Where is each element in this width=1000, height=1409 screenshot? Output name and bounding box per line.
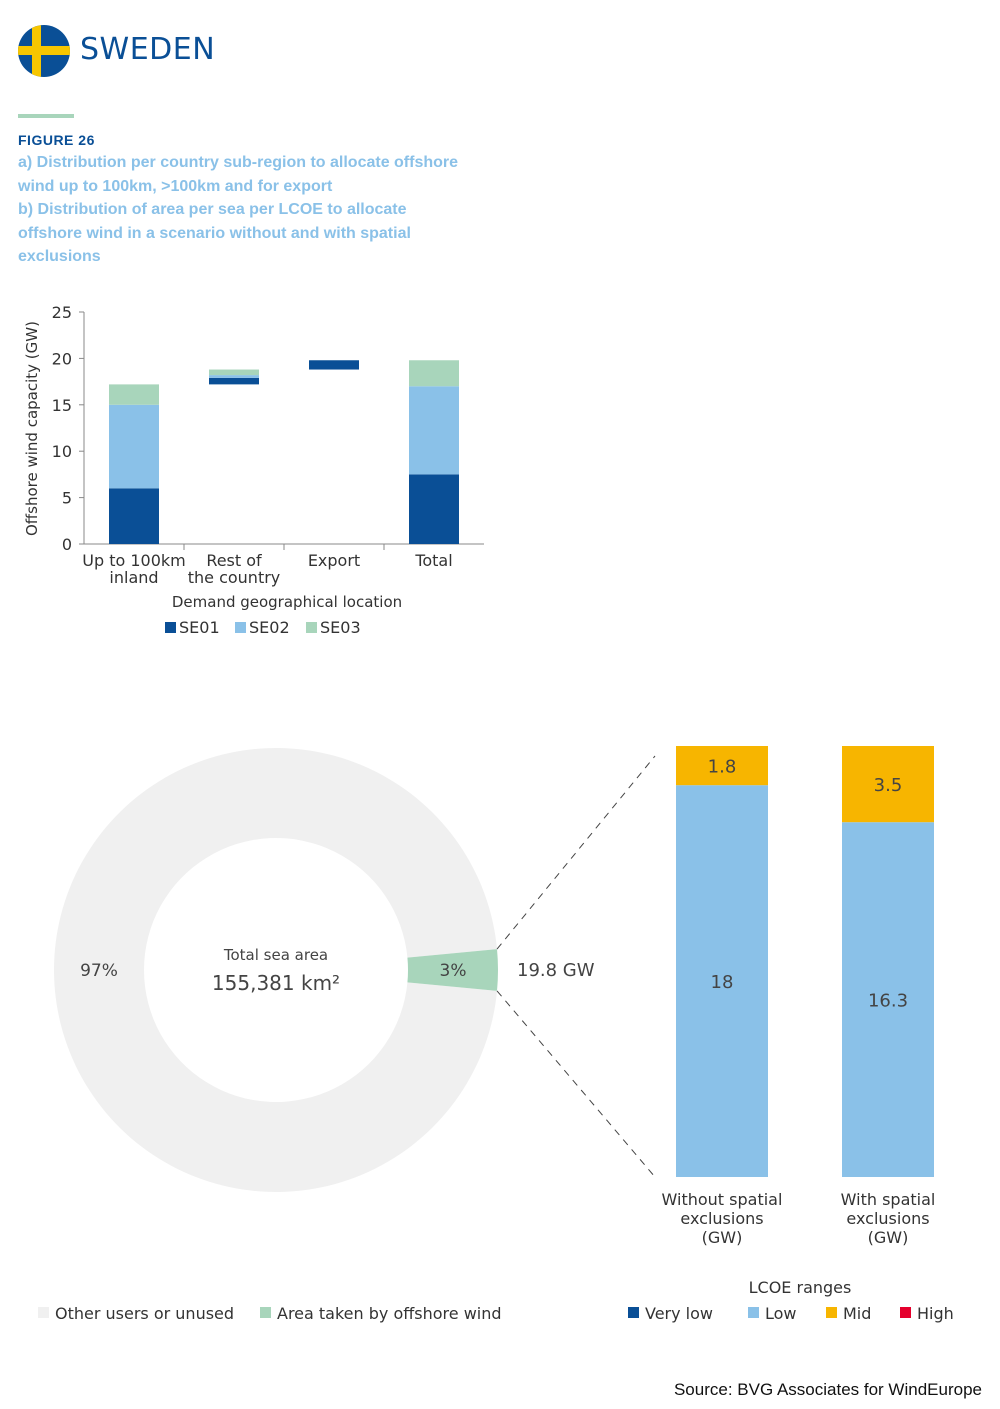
bar-segment-mid (676, 746, 768, 786)
legend-swatch (235, 622, 246, 633)
connector-line (496, 755, 656, 950)
bar-segment-low (676, 785, 768, 1177)
y-tick-label: 0 (62, 535, 72, 554)
y-tick-label: 5 (62, 489, 72, 508)
x-tick-label: Rest of (206, 551, 262, 570)
page-title: SWEDEN (80, 32, 216, 67)
donut-slice-offshore-wind (407, 949, 499, 991)
x-tick-label: (GW) (702, 1228, 743, 1247)
x-tick-label: Up to 100km (82, 551, 186, 570)
legend-swatch (826, 1307, 837, 1318)
x-tick-label: Total (414, 551, 452, 570)
donut-callout: 19.8 GW (517, 960, 595, 981)
bar-se01 (209, 377, 259, 385)
x-tick-label: With spatial (841, 1190, 936, 1209)
x-tick-label: Without spatial (662, 1190, 783, 1209)
caption-line: wind up to 100km, >100km and for export (18, 178, 333, 195)
x-tick-label: exclusions (680, 1209, 763, 1228)
bar-value-label: 18 (711, 972, 734, 993)
bar-se01 (109, 488, 159, 544)
legend-swatch (900, 1307, 911, 1318)
legend-swatch (306, 622, 317, 633)
bar-se01 (309, 360, 359, 370)
y-tick-label: 10 (52, 442, 72, 461)
source-note: Source: BVG Associates for WindEurope (673, 1380, 982, 1399)
bar-se03 (409, 360, 459, 387)
bar-se02 (409, 386, 459, 475)
y-tick-label: 20 (52, 349, 72, 368)
y-tick-label: 15 (52, 396, 72, 415)
legend-swatch (748, 1307, 759, 1318)
legend-label: SE01 (179, 618, 220, 637)
x-tick-label: (GW) (868, 1228, 909, 1247)
legend-label: SE02 (249, 618, 290, 637)
legend-swatch (165, 622, 176, 633)
y-tick-label: 25 (52, 303, 72, 322)
x-axis-label: Demand geographical location (172, 593, 402, 611)
bar-se02 (209, 375, 259, 378)
bar-se03 (109, 384, 159, 405)
caption-line: offshore wind in a scenario without and … (18, 225, 411, 242)
bar-value-label: 1.8 (708, 757, 737, 778)
bar-segment-mid (842, 746, 934, 823)
bar-se02 (109, 404, 159, 489)
legend-label: SE03 (320, 618, 361, 637)
legend-label: Very low (645, 1304, 713, 1323)
donut-label-offshore-wind: 3% (440, 961, 467, 981)
title-divider (18, 114, 74, 118)
bar-value-label: 3.5 (874, 775, 903, 796)
x-tick-label: exclusions (846, 1209, 929, 1228)
legend-swatch (260, 1307, 271, 1318)
donut-center-label: Total sea area (223, 946, 328, 964)
legend-label: Other users or unused (55, 1304, 234, 1323)
bar-segment-low (842, 822, 934, 1177)
legend-label: High (917, 1304, 954, 1323)
x-tick-label: Export (308, 551, 360, 570)
legend-label: Mid (843, 1304, 871, 1323)
figure-label: FIGURE 26 (18, 132, 95, 148)
sea-area-chart: 97% 3% Total sea area 155,381 km² 19.8 GW 18 1… (38, 746, 954, 1323)
connector-line (496, 990, 656, 1178)
legend-title: LCOE ranges (749, 1278, 852, 1297)
x-tick-label: inland (109, 568, 158, 587)
sweden-flag-icon (18, 25, 70, 77)
caption-line: a) Distribution per country sub-region t… (18, 154, 459, 171)
bar-se01 (409, 474, 459, 544)
legend-swatch (38, 1307, 49, 1318)
x-tick-label: the country (188, 568, 281, 587)
caption-line: exclusions (18, 248, 101, 265)
donut-label-other: 97% (80, 961, 118, 981)
caption-line: b) Distribution of area per sea per LCOE… (18, 201, 407, 218)
bar-value-label: 16.3 (868, 991, 908, 1012)
donut-center-value: 155,381 km² (212, 971, 340, 995)
legend-label: Low (765, 1304, 797, 1323)
bar-se03 (209, 369, 259, 376)
legend-label: Area taken by offshore wind (277, 1304, 502, 1323)
y-axis-label: Offshore wind capacity (GW) (23, 321, 41, 536)
legend-swatch (628, 1307, 639, 1318)
donut-slice-other (54, 748, 498, 1192)
